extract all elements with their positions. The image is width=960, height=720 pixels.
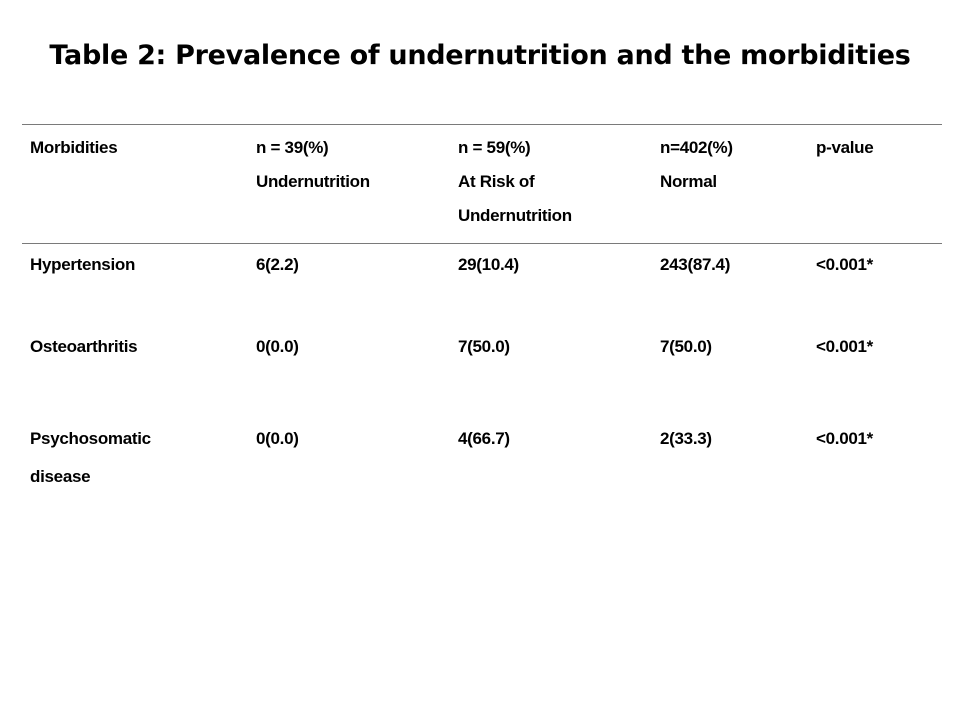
header-line: n=402(%): [660, 138, 733, 157]
slide-title: Table 2: Prevalence of undernutrition an…: [49, 40, 911, 71]
cell-normal: 7(50.0): [660, 337, 712, 356]
table-row: Psychosomatic disease 0(0.0) 4(66.7) 2(3…: [22, 428, 942, 488]
cell-normal: 243(87.4): [660, 255, 731, 274]
header-line: Normal: [660, 172, 717, 191]
data-table: Morbidities n = 39(%) Undernutrition n =…: [22, 125, 942, 243]
header-row: Morbidities n = 39(%) Undernutrition n =…: [22, 125, 942, 243]
cell-morbidity: Psychosomatic disease: [22, 428, 248, 488]
cell-p-value: <0.001*: [816, 429, 873, 448]
cell-line: Hypertension: [30, 255, 136, 274]
header-line: n = 59(%): [458, 138, 531, 157]
cell-normal: 2(33.3): [660, 429, 712, 448]
data-table-body: Hypertension 6(2.2) 29(10.4) 243(87.4) <…: [22, 244, 942, 488]
morbidity-table: Morbidities n = 39(%) Undernutrition n =…: [22, 124, 942, 488]
cell-morbidity: Hypertension: [22, 244, 248, 336]
header-line: Undernutrition: [458, 206, 572, 225]
cell-line: Psychosomatic: [30, 429, 151, 448]
cell-line: Osteoarthritis: [30, 337, 138, 356]
table-header: Morbidities n = 39(%) Undernutrition n =…: [22, 125, 942, 243]
cell-morbidity: Osteoarthritis: [22, 336, 248, 428]
cell-p-value: <0.001*: [816, 337, 873, 356]
header-line: Undernutrition: [256, 172, 370, 191]
table-top-rule: [22, 124, 942, 125]
cell-line: disease: [30, 467, 91, 486]
table-row: Osteoarthritis 0(0.0) 7(50.0) 7(50.0) <0…: [22, 336, 942, 428]
header-p-value: p-value: [808, 125, 942, 243]
header-morbidities: Morbidities: [22, 125, 248, 243]
cell-undernutrition: 0(0.0): [256, 337, 299, 356]
table-row: Hypertension 6(2.2) 29(10.4) 243(87.4) <…: [22, 244, 942, 336]
header-normal: n=402(%) Normal: [652, 125, 808, 243]
cell-undernutrition: 0(0.0): [256, 429, 299, 448]
header-bottom-rule: [22, 243, 942, 244]
header-line: At Risk of: [458, 172, 535, 191]
cell-undernutrition: 6(2.2): [256, 255, 299, 274]
header-at-risk: n = 59(%) At Risk of Undernutrition: [450, 125, 652, 243]
cell-at-risk: 4(66.7): [458, 429, 510, 448]
header-line: n = 39(%): [256, 138, 329, 157]
cell-p-value: <0.001*: [816, 255, 873, 274]
header-line: p-value: [816, 138, 874, 157]
header-undernutrition: n = 39(%) Undernutrition: [248, 125, 450, 243]
cell-at-risk: 7(50.0): [458, 337, 510, 356]
header-line: Morbidities: [30, 138, 118, 157]
cell-at-risk: 29(10.4): [458, 255, 519, 274]
